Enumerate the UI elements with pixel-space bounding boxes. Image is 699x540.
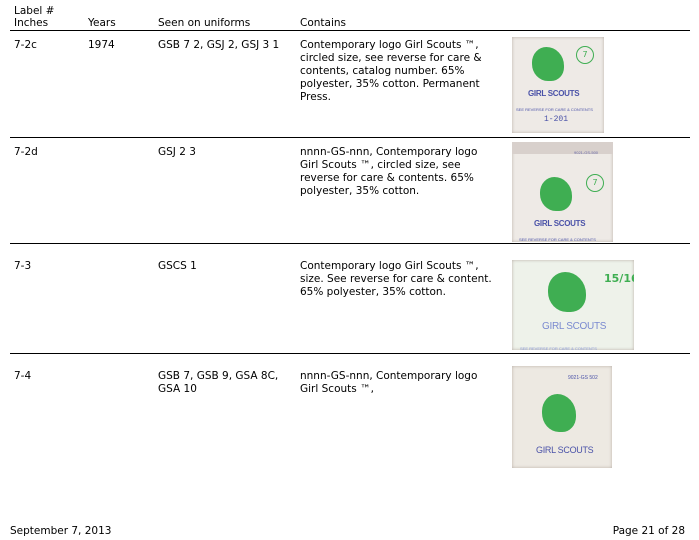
row-contains: Contemporary logo Girl Scouts ™, circled…: [300, 39, 482, 103]
care-note: SEE REVERSE FOR CARE & CONTENTS: [520, 346, 597, 350]
label-image: 9021-GS-500 7 GIRL SCOUTS SEE REVERSE FO…: [512, 142, 613, 242]
row-label: 7-2c: [14, 39, 37, 51]
catalog-number: 1-201: [544, 115, 569, 124]
trefoil-logo-icon: [542, 394, 576, 432]
row-contains: nnnn-GS-nnn, Contemporary logo Girl Scou…: [300, 146, 478, 197]
label-image: 7 GIRL SCOUTS SEE REVERSE FOR CARE & CON…: [512, 37, 604, 133]
brand-text: GIRL SCOUTS: [536, 445, 594, 455]
row-contains: Contemporary logo Girl Scouts ™, size. S…: [300, 260, 492, 298]
divider: [10, 353, 690, 354]
header-contains: Contains: [300, 17, 347, 29]
row-label: 7-3: [14, 260, 32, 272]
footer-date: September 7, 2013: [10, 525, 112, 537]
row-label: 7-4: [14, 370, 32, 382]
header-label-line1: Label #: [14, 5, 55, 17]
care-note: SEE REVERSE FOR CARE & CONTENTS: [519, 237, 596, 242]
brand-text: GIRL SCOUTS: [528, 89, 580, 98]
brand-text: GIRL SCOUTS: [534, 219, 586, 228]
row-seen: GSB 7 2, GSJ 2, GSJ 3 1: [158, 39, 280, 51]
catalog-code: 9021-GS-500: [574, 150, 599, 155]
trefoil-logo-icon: [540, 177, 572, 211]
divider: [10, 137, 690, 138]
row-years: 1974: [88, 39, 115, 51]
care-note: SEE REVERSE FOR CARE & CONTENTS: [516, 107, 593, 112]
row-seen: GSCS 1: [158, 260, 197, 272]
label-image: 9021-GS 502 GIRL SCOUTS: [512, 366, 612, 468]
divider: [10, 243, 690, 244]
divider: [10, 30, 690, 31]
header-inches: Inches: [14, 17, 49, 29]
size-circle: 7: [586, 174, 604, 192]
label-fold: [512, 142, 613, 154]
size-circle: 7: [576, 46, 594, 64]
row-seen: GSB 7, GSB 9, GSA 8C, GSA 10: [158, 370, 279, 395]
catalog-code: 9021-GS 502: [568, 375, 598, 381]
size-text: 15/16: [604, 272, 634, 285]
footer-page-number: Page 21 of 28: [612, 525, 685, 537]
row-label: 7-2d: [14, 146, 38, 158]
trefoil-logo-icon: [548, 272, 586, 312]
header-seen: Seen on uniforms: [158, 17, 251, 29]
row-contains: nnnn-GS-nnn, Contemporary logo Girl Scou…: [300, 370, 478, 395]
trefoil-logo-icon: [532, 47, 564, 81]
brand-text: GIRL SCOUTS: [542, 321, 607, 332]
row-seen: GSJ 2 3: [158, 146, 196, 158]
label-image: 15/16 GIRL SCOUTS SEE REVERSE FOR CARE &…: [512, 260, 634, 350]
header-years: Years: [88, 17, 116, 29]
